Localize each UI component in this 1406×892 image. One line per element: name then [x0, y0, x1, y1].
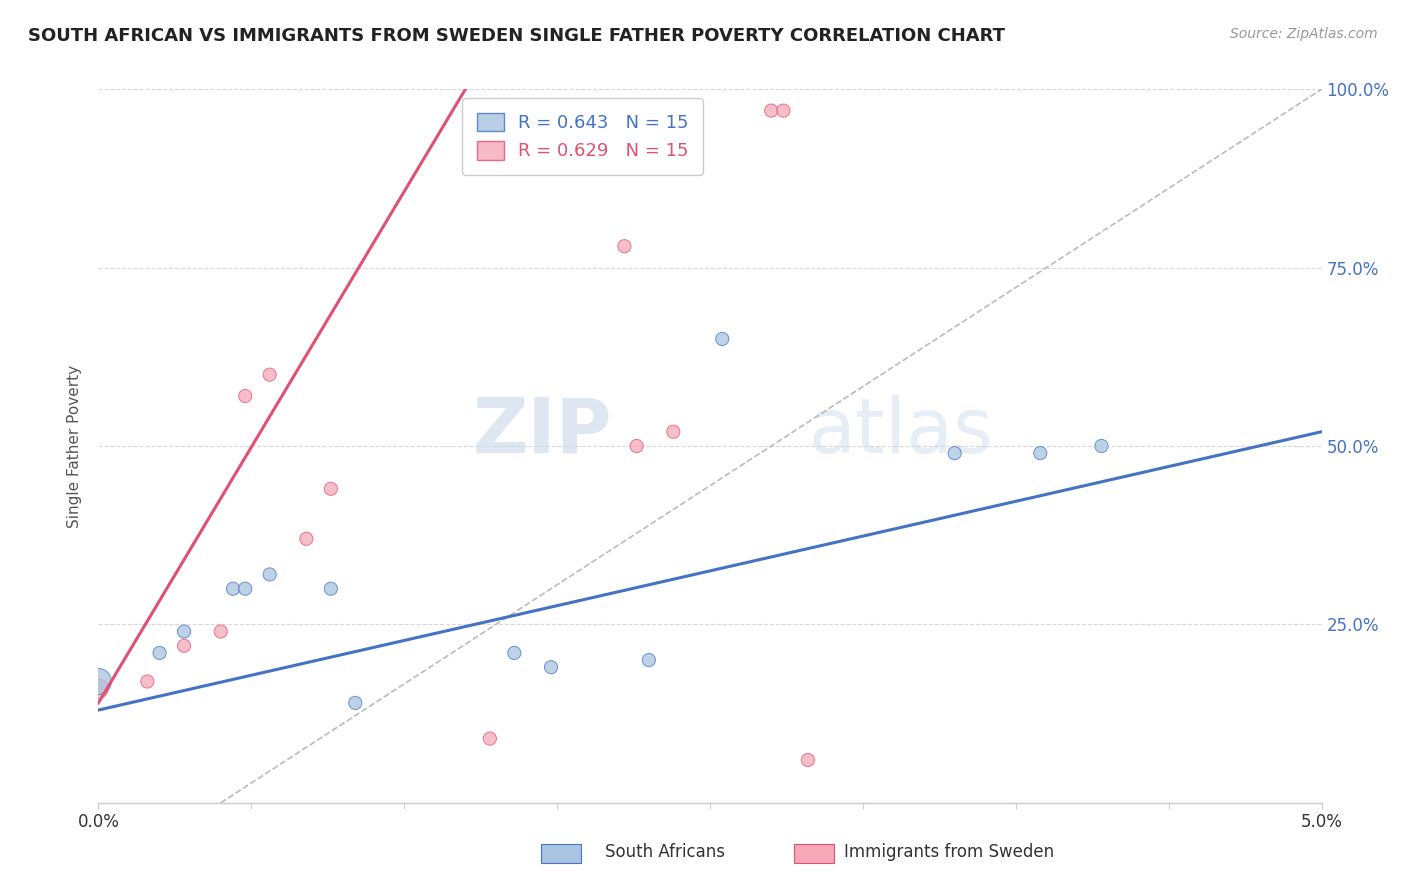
Point: [772, 103, 794, 118]
Legend: R = 0.643   N = 15, R = 0.629   N = 15: R = 0.643 N = 15, R = 0.629 N = 15: [463, 98, 703, 175]
Point: [87, 674, 110, 689]
Text: Immigrants from Sweden: Immigrants from Sweden: [844, 843, 1053, 861]
Text: atlas: atlas: [808, 395, 993, 468]
Point: [943, 446, 966, 460]
Point: [259, 567, 281, 582]
Point: [626, 439, 648, 453]
Point: [173, 639, 195, 653]
Point: [319, 482, 342, 496]
Point: [638, 653, 661, 667]
Point: [344, 696, 367, 710]
Point: [136, 674, 159, 689]
Point: [259, 368, 281, 382]
Point: [295, 532, 318, 546]
Text: Source: ZipAtlas.com: Source: ZipAtlas.com: [1230, 27, 1378, 41]
Text: ZIP: ZIP: [472, 395, 612, 468]
Point: [173, 624, 195, 639]
Point: [478, 731, 501, 746]
Point: [233, 389, 256, 403]
Point: [711, 332, 734, 346]
Point: [222, 582, 245, 596]
Point: [233, 582, 256, 596]
Point: [613, 239, 636, 253]
Point: [319, 582, 342, 596]
Point: [797, 753, 820, 767]
Point: [662, 425, 685, 439]
Point: [761, 103, 783, 118]
Text: SOUTH AFRICAN VS IMMIGRANTS FROM SWEDEN SINGLE FATHER POVERTY CORRELATION CHART: SOUTH AFRICAN VS IMMIGRANTS FROM SWEDEN …: [28, 27, 1005, 45]
Point: [87, 681, 110, 696]
Point: [209, 624, 232, 639]
Point: [540, 660, 562, 674]
Text: South Africans: South Africans: [605, 843, 724, 861]
Y-axis label: Single Father Poverty: Single Father Poverty: [67, 365, 83, 527]
Point: [1090, 439, 1112, 453]
Point: [1029, 446, 1052, 460]
Point: [149, 646, 172, 660]
Point: [503, 646, 526, 660]
